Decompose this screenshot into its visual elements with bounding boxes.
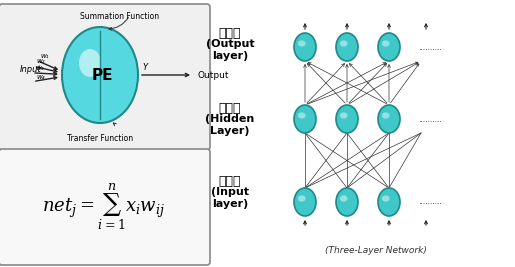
Ellipse shape	[79, 49, 101, 77]
Text: Transfer Function: Transfer Function	[67, 134, 133, 143]
Ellipse shape	[294, 33, 316, 61]
Text: w₃: w₃	[35, 65, 44, 71]
Ellipse shape	[382, 112, 389, 119]
Text: 은닉층: 은닉층	[219, 102, 241, 115]
Ellipse shape	[298, 112, 305, 119]
Ellipse shape	[340, 112, 348, 119]
Text: ..........: ..........	[418, 42, 442, 52]
Text: Layer): Layer)	[210, 126, 250, 136]
Text: layer): layer)	[212, 199, 248, 209]
Text: (Hidden: (Hidden	[205, 114, 254, 124]
Ellipse shape	[378, 105, 400, 133]
Ellipse shape	[62, 27, 138, 123]
Text: w₁: w₁	[40, 53, 48, 58]
Ellipse shape	[382, 40, 389, 47]
Ellipse shape	[294, 105, 316, 133]
Ellipse shape	[336, 105, 358, 133]
Text: w₄: w₄	[36, 73, 44, 80]
Text: (Input: (Input	[211, 187, 249, 197]
Ellipse shape	[294, 188, 316, 216]
Text: layer): layer)	[212, 51, 248, 61]
Text: $net_j = \sum_{i=1}^{n} x_i w_{ij}$: $net_j = \sum_{i=1}^{n} x_i w_{ij}$	[43, 182, 165, 232]
Text: (Output: (Output	[205, 39, 254, 49]
Text: 출력층: 출력층	[219, 27, 241, 40]
Text: (Three-Layer Network): (Three-Layer Network)	[324, 246, 426, 255]
Ellipse shape	[336, 33, 358, 61]
Text: ..........: ..........	[418, 198, 442, 206]
Ellipse shape	[378, 188, 400, 216]
Ellipse shape	[382, 195, 389, 202]
Text: ..........: ..........	[418, 115, 442, 124]
Ellipse shape	[336, 188, 358, 216]
Text: Input: Input	[20, 65, 42, 74]
Ellipse shape	[298, 195, 305, 202]
Ellipse shape	[340, 195, 348, 202]
Ellipse shape	[298, 40, 305, 47]
Text: w₂: w₂	[37, 58, 45, 64]
FancyBboxPatch shape	[0, 4, 210, 150]
Ellipse shape	[340, 40, 348, 47]
Text: Summation Function: Summation Function	[80, 12, 160, 21]
Text: Y: Y	[142, 62, 147, 72]
Text: Output: Output	[198, 70, 230, 80]
Text: PE: PE	[91, 68, 113, 83]
Ellipse shape	[378, 33, 400, 61]
FancyBboxPatch shape	[0, 149, 210, 265]
Text: 입력층: 입력층	[219, 175, 241, 188]
